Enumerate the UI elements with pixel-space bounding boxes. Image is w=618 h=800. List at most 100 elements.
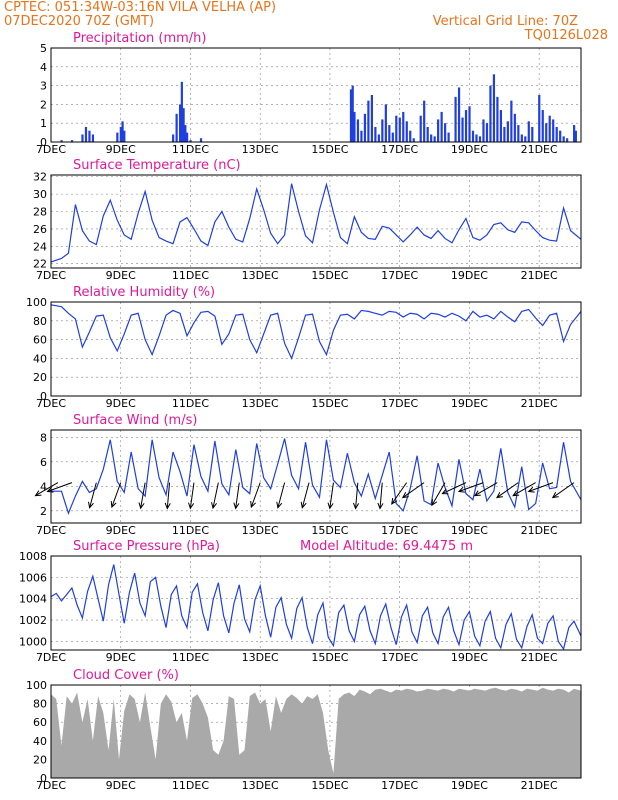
y-tick-label: 0 [40,390,47,403]
wind-arrow [111,482,122,508]
precip-bar [419,115,422,142]
y-tick-label: 20 [33,371,47,384]
y-tick-label: 3 [40,80,47,93]
panel-frame [50,429,582,524]
wind-arrow [35,482,59,497]
wind-arrow [47,482,73,492]
precip-bar [524,136,527,142]
wind-arrow [512,482,536,497]
wind-arrow-head [233,502,240,510]
wind-arrow-head [164,502,171,510]
x-tick-label: 19DEC [451,397,488,410]
precip-bar [185,132,189,142]
y-tick-label: 2 [40,98,47,111]
precip-bar [377,134,380,142]
precip-bar [517,125,520,142]
precip-bar [437,119,440,142]
precip-bar [531,126,534,142]
precip-bar [496,96,499,142]
precip-bar [180,81,183,142]
wind-arrow [329,482,334,509]
wind-arrow-head [138,502,145,510]
wind-arrow-head [276,501,283,509]
wind-arrow-head [250,501,256,509]
x-tick-label: 19DEC [451,524,488,537]
precip-bar [70,140,74,142]
precip-bar [510,100,513,142]
panel-frame [50,301,582,397]
precip-bar [527,121,530,142]
x-tick-label: 13DEC [242,779,279,792]
wind-arrow-head [391,497,398,505]
y-tick-label: 0 [40,136,47,149]
x-tick-label: 11DEC [172,524,209,537]
y-tick-label: 100 [26,296,47,309]
precip-bar [81,134,84,142]
series-line [50,564,582,651]
precip-bar [440,111,443,142]
precip-bar [179,104,182,142]
y-tick-label: 40 [33,735,47,748]
precip-bar [506,121,509,142]
precip-bar [552,119,555,142]
x-tick-label: 7DEC [36,143,66,156]
precip-bar [395,115,398,142]
precip-bar [172,134,175,142]
wind-arrow-head [211,502,218,510]
precip-bar [471,130,475,142]
x-tick-label: 9DEC [106,143,136,156]
panel-title: Surface Wind (m/s) [73,413,197,428]
header-station: CPTEC: 051:34W-03:16N VILA VELHA (AP) [4,0,277,15]
precip-bar [559,130,562,142]
y-tick-label: 80 [33,698,47,711]
precip-bar [513,113,516,142]
precip-bar [384,104,387,142]
x-tick-label: 15DEC [311,524,348,537]
wind-arrow [528,482,554,492]
precip-bar [175,113,178,142]
precip-bar [409,130,412,142]
x-tick-label: 7DEC [36,269,66,282]
wind-arrow-head [110,501,117,509]
y-tick-label: 24 [33,240,47,253]
x-tick-label: 17DEC [381,397,418,410]
precip-bar [555,126,558,142]
header-grid-line: Vertical Grid Line: 70Z [432,14,578,29]
x-tick-label: 19DEC [451,143,488,156]
x-tick-label: 11DEC [172,143,209,156]
x-tick-label: 11DEC [172,779,209,792]
wind-arrow-head [431,499,438,507]
precip-bar [461,117,464,142]
precip-bar [562,136,565,142]
wind-arrow-head [377,502,384,510]
precip-bar [88,130,91,142]
precip-bar [541,110,544,142]
precip-bar [374,126,377,142]
x-tick-label: 11DEC [172,269,209,282]
y-tick-label: 28 [33,206,47,219]
wind-arrow [379,482,383,509]
precip-bar [478,136,482,142]
y-tick-label: 6 [40,456,47,469]
precip-bar [574,130,577,142]
x-tick-label: 19DEC [451,779,488,792]
x-tick-label: 11DEC [172,651,209,664]
wind-arrow [89,482,97,508]
wind-arrow-head [551,492,559,499]
x-tick-label: 21DEC [521,269,558,282]
precip-bar [398,117,401,142]
wind-arrow [552,482,575,498]
precip-bar [391,132,394,142]
wind-arrow [140,482,146,509]
x-tick-label: 15DEC [311,269,348,282]
y-tick-label: 60 [33,716,47,729]
x-tick-label: 19DEC [451,269,488,282]
precip-bar [573,125,576,142]
wind-arrow-head [188,502,195,510]
precip-bar [119,126,122,142]
panel-frame [50,47,582,143]
precip-bar [405,121,408,142]
precip-bar [503,126,506,142]
wind-arrow [402,482,425,498]
precip-bar [356,119,360,142]
